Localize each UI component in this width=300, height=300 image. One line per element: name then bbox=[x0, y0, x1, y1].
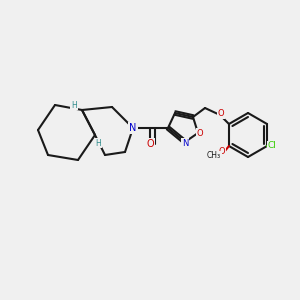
Text: O: O bbox=[218, 110, 224, 118]
Text: O: O bbox=[219, 146, 225, 155]
Text: CH₃: CH₃ bbox=[207, 152, 221, 160]
Text: N: N bbox=[182, 139, 188, 148]
Text: Cl: Cl bbox=[268, 142, 277, 151]
Text: O: O bbox=[146, 139, 154, 149]
Text: H: H bbox=[71, 100, 77, 109]
Text: O: O bbox=[197, 128, 203, 137]
Text: H: H bbox=[95, 139, 101, 148]
Text: N: N bbox=[129, 123, 137, 133]
